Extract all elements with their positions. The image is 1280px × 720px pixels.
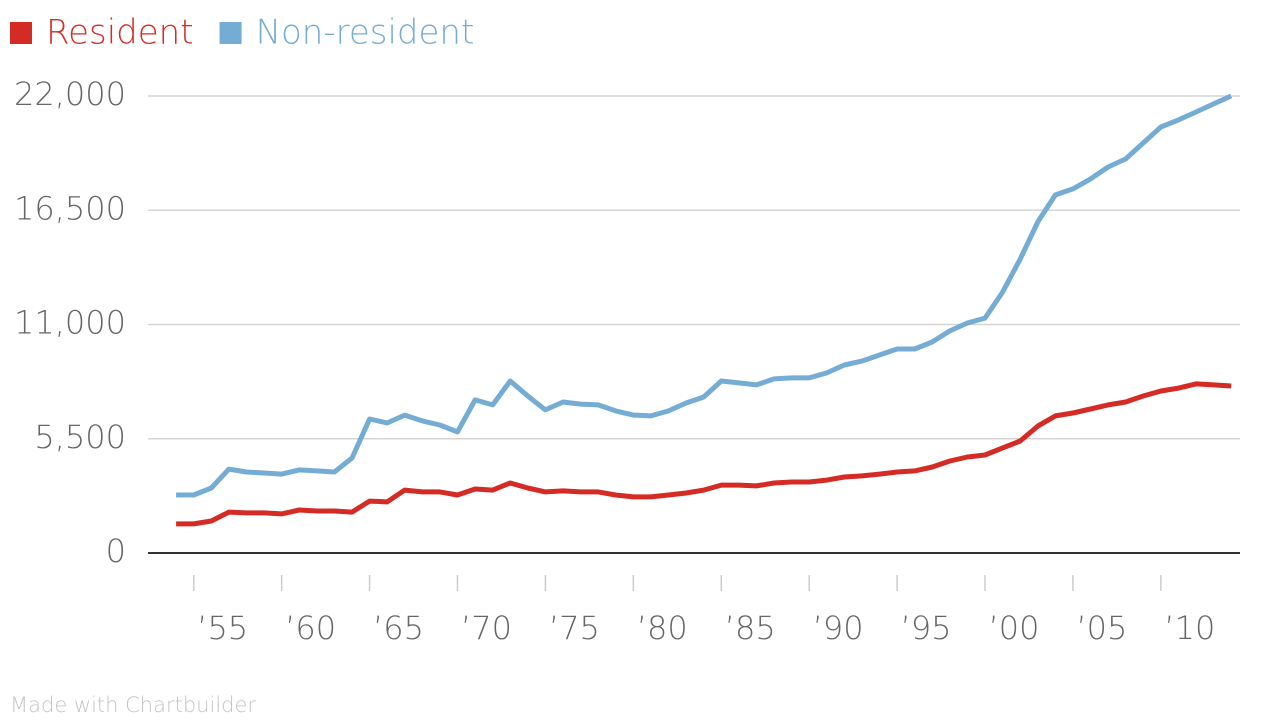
x-tick-label: ’65 <box>373 609 424 647</box>
x-tick-label: ’00 <box>989 609 1040 647</box>
x-tick-label: ’95 <box>901 609 952 647</box>
legend-label: Non-resident <box>256 13 475 53</box>
series-line <box>176 93 1233 498</box>
x-tick-label: ’85 <box>725 609 776 647</box>
y-tick-label: 22,000 <box>14 75 126 113</box>
y-tick-label: 16,500 <box>14 189 126 227</box>
series-line <box>176 381 1232 527</box>
y-tick-label: 0 <box>106 532 126 570</box>
legend-swatch <box>10 22 32 44</box>
legend-label: Resident <box>46 13 194 53</box>
x-tick-label: ’90 <box>813 609 864 647</box>
x-tick-label: ’55 <box>197 609 248 647</box>
x-tick-label: ’05 <box>1077 609 1128 647</box>
y-tick-label: 5,500 <box>34 418 126 456</box>
x-tick-label: ’10 <box>1164 609 1215 647</box>
x-tick-label: ’60 <box>285 609 336 647</box>
footer: Made with Chartbuilder <box>10 693 256 717</box>
x-tick-label: ’70 <box>461 609 512 647</box>
legend-swatch <box>219 22 242 44</box>
x-tick-label: ’80 <box>637 609 688 647</box>
x-tick-label: ’75 <box>549 609 600 647</box>
y-tick-label: 11,000 <box>14 304 126 342</box>
